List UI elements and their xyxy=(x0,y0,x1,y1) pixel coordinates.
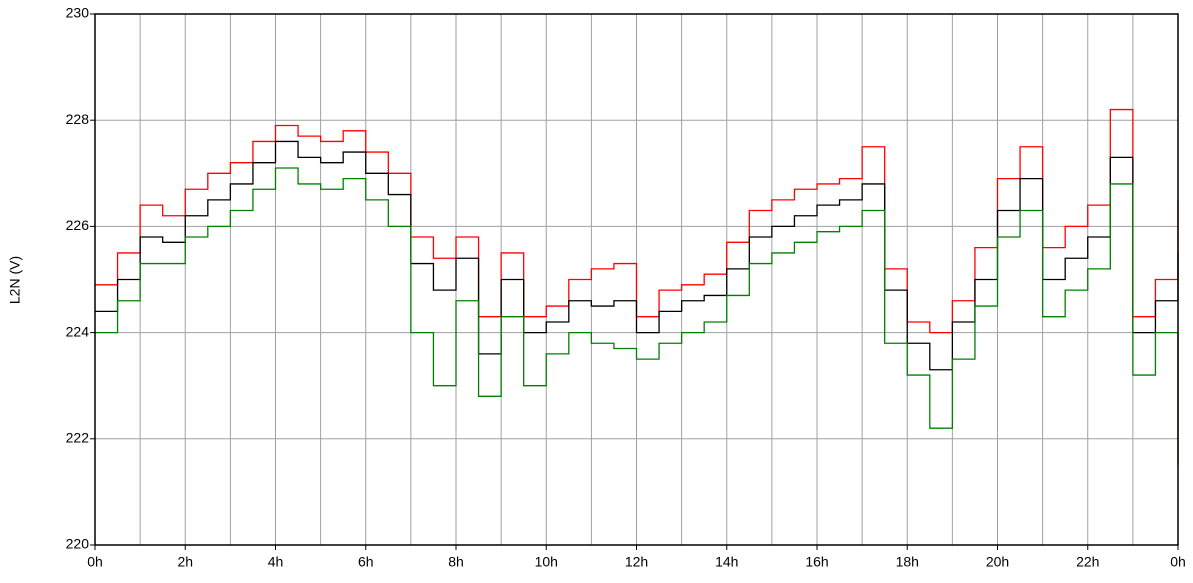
y-tick-label: 228 xyxy=(66,111,90,127)
x-tick-label: 12h xyxy=(625,554,648,570)
x-tick-label: 22h xyxy=(1076,554,1099,570)
x-tick-label: 6h xyxy=(358,554,374,570)
x-tick-label: 8h xyxy=(448,554,464,570)
x-tick-label: 2h xyxy=(177,554,193,570)
plot-frame xyxy=(94,13,1179,546)
x-tick-label: 10h xyxy=(535,554,558,570)
y-tick-label: 224 xyxy=(66,323,90,339)
series-line xyxy=(95,167,1179,466)
y-tick-label: 230 xyxy=(66,5,90,21)
y-axis-label: L2N (V) xyxy=(7,256,23,304)
y-tick-label: 220 xyxy=(66,536,90,552)
x-tick-label: 20h xyxy=(986,554,1009,570)
x-tick-label: 18h xyxy=(896,554,919,570)
x-tick-label: 4h xyxy=(268,554,284,570)
series-line xyxy=(95,140,1179,371)
y-tick-label: 226 xyxy=(66,217,90,233)
x-tick-label: 14h xyxy=(715,554,738,570)
y-tick-label: 222 xyxy=(66,430,90,446)
x-tick-label: 0h xyxy=(1170,554,1186,570)
x-tick-label: 16h xyxy=(805,554,828,570)
x-tick-label: 0h xyxy=(87,554,103,570)
